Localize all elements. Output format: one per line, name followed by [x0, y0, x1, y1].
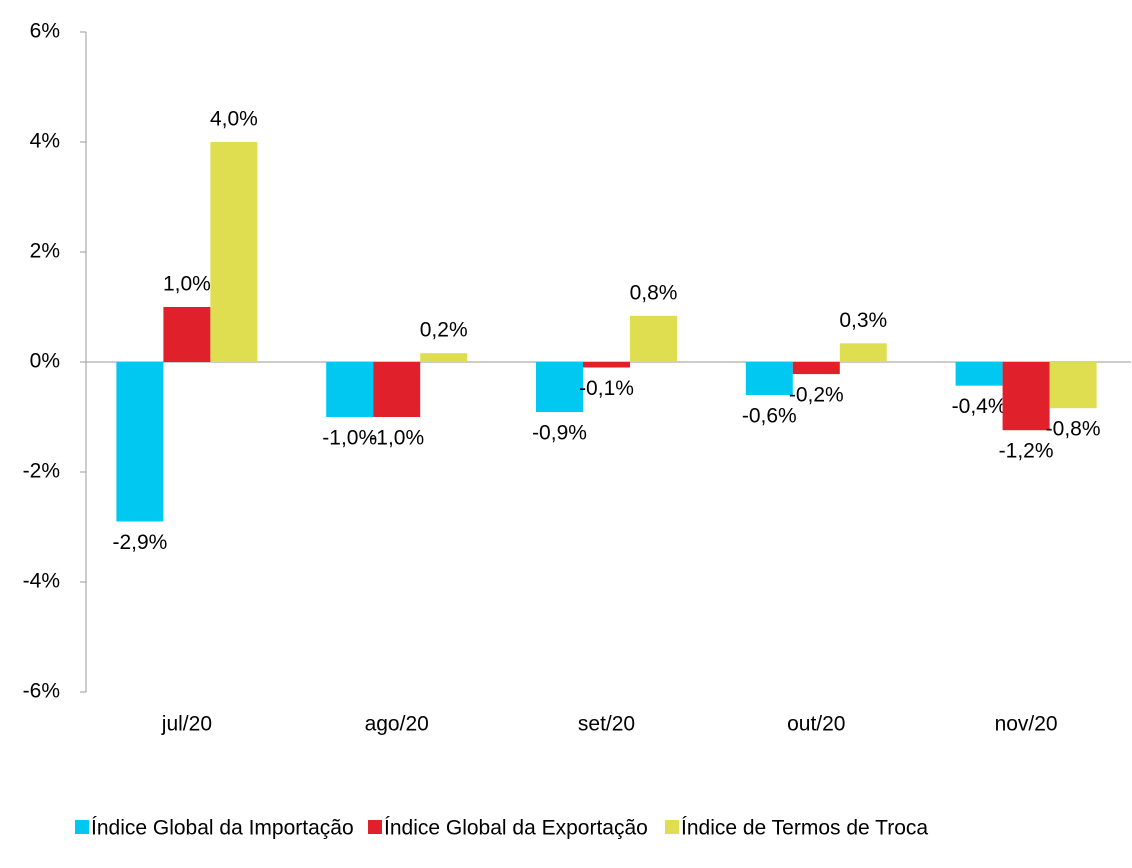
bar	[630, 315, 677, 362]
y-tick-label: -2%	[23, 460, 60, 483]
bar	[955, 362, 1003, 386]
y-tick-label: -4%	[23, 570, 60, 593]
y-tick-label: 2%	[30, 240, 60, 263]
bar	[1002, 362, 1050, 431]
legend-label: Índice de Termos de Troca	[681, 817, 928, 840]
bar	[163, 307, 211, 362]
legend-label: Índice Global da Importação	[91, 817, 354, 840]
data-label: -1,0%	[322, 427, 377, 450]
data-label: -0,2%	[789, 384, 844, 407]
data-label: -0,1%	[579, 377, 634, 400]
bar	[210, 142, 258, 362]
y-tick-label: -6%	[23, 680, 60, 703]
data-label: 0,2%	[420, 319, 468, 342]
bar	[792, 362, 840, 375]
bar	[839, 343, 887, 362]
bar	[536, 362, 583, 413]
data-label: -0,9%	[532, 422, 587, 445]
bar	[373, 362, 421, 417]
data-label: -2,9%	[112, 531, 167, 554]
data-label: 1,0%	[163, 273, 211, 296]
data-label: -1,2%	[999, 440, 1054, 463]
legend-swatch	[368, 820, 382, 834]
bar	[583, 362, 630, 368]
bar	[116, 362, 164, 522]
data-label: -1,0%	[369, 427, 424, 450]
legend-swatch	[75, 820, 89, 834]
x-tick-label: nov/20	[995, 713, 1058, 736]
y-tick-label: 6%	[30, 20, 60, 43]
data-label: 0,8%	[630, 281, 678, 304]
data-label: 4,0%	[210, 108, 258, 131]
data-label: -0,4%	[952, 395, 1007, 418]
bar	[745, 362, 793, 395]
x-tick-label: ago/20	[365, 713, 429, 736]
x-tick-label: out/20	[787, 713, 845, 736]
x-tick-label: jul/20	[161, 713, 212, 736]
legend-label: Índice Global da Exportação	[384, 817, 648, 840]
legend-swatch	[665, 820, 679, 834]
y-tick-label: 0%	[30, 350, 60, 373]
data-label: 0,3%	[839, 309, 887, 332]
bar	[420, 353, 468, 362]
bar	[1049, 362, 1097, 409]
y-tick-label: 4%	[30, 130, 60, 153]
data-label: -0,8%	[1046, 418, 1101, 441]
data-label: -0,6%	[742, 405, 797, 428]
x-tick-label: set/20	[578, 713, 635, 736]
bar	[326, 362, 374, 417]
